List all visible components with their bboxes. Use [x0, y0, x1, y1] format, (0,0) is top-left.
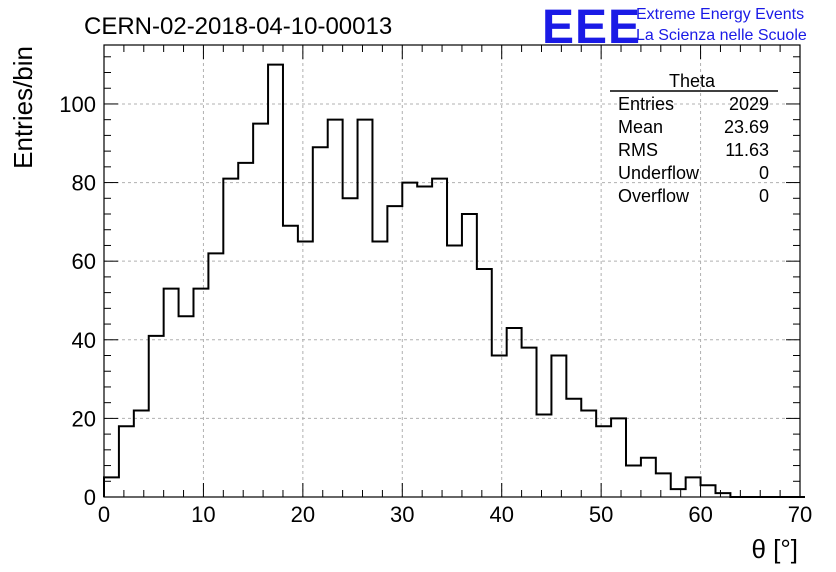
histogram-bin — [372, 242, 387, 497]
histogram-bin — [164, 289, 179, 497]
histogram-bin — [432, 179, 447, 497]
histogram-bin — [671, 489, 686, 497]
y-axis-label: Entries/bin — [8, 46, 38, 169]
histogram-bin — [701, 485, 716, 497]
histogram-bin — [238, 163, 253, 497]
y-tick-label: 100 — [59, 92, 96, 117]
histogram-bin — [268, 65, 283, 497]
histogram-outline — [103, 63, 805, 498]
histogram-bin — [283, 226, 298, 497]
stats-title: Theta — [669, 71, 716, 91]
histogram-bin — [313, 147, 328, 497]
histogram-bin — [626, 466, 641, 497]
stats-row-value: 11.63 — [725, 140, 769, 160]
y-tick-label: 20 — [72, 406, 96, 431]
x-tick-label: 70 — [788, 502, 812, 527]
histogram-bin — [193, 289, 208, 497]
stats-row-label: Entries — [618, 94, 674, 114]
histogram-bin — [566, 399, 581, 497]
y-tick-label: 0 — [84, 485, 96, 510]
x-tick-label: 40 — [489, 502, 513, 527]
histogram-bin — [447, 245, 462, 497]
stats-row-label: RMS — [618, 140, 658, 160]
stats-row-value: 23.69 — [724, 117, 769, 137]
histogram-bin — [417, 186, 432, 497]
histogram-bin — [134, 411, 149, 497]
stats-row-value: 0 — [759, 163, 769, 183]
histogram-bin — [343, 198, 358, 497]
histogram-bin — [492, 356, 507, 497]
stats-rows: Entries 2029 Mean 23.69 RMS 11.63 Underflow 0 Ov… — [618, 94, 769, 206]
stats-row-value: 2029 — [729, 94, 769, 114]
stats-row-label: Overflow — [618, 186, 690, 206]
x-tick-label: 60 — [688, 502, 712, 527]
histogram-bin — [581, 411, 596, 497]
histogram-bin — [522, 348, 537, 497]
y-tick-label: 60 — [72, 249, 96, 274]
histogram-bin — [462, 214, 477, 497]
histogram-bin — [179, 316, 194, 497]
histogram-bin — [537, 414, 552, 497]
histogram-bin — [402, 183, 417, 497]
histogram-bars — [103, 63, 805, 498]
histogram-bin — [208, 253, 223, 497]
histogram-bin — [686, 477, 701, 497]
histogram-bin — [551, 356, 566, 497]
x-tick-label: 0 — [98, 502, 110, 527]
axis-ticks — [103, 45, 801, 498]
histogram-bin — [253, 124, 268, 497]
histogram-bin — [641, 458, 656, 497]
x-tick-label: 20 — [291, 502, 315, 527]
histogram-bin — [611, 418, 626, 497]
histogram-bin — [358, 120, 373, 497]
y-tick-label: 80 — [72, 171, 96, 196]
histogram-bin — [119, 426, 134, 497]
x-axis-label: θ [°] — [751, 534, 798, 564]
histogram-bin — [104, 477, 119, 497]
x-tick-label: 30 — [390, 502, 414, 527]
grid — [104, 45, 800, 497]
histogram-bin — [387, 206, 402, 497]
stats-row-label: Mean — [618, 117, 663, 137]
stats-row-label: Underflow — [618, 163, 700, 183]
logo-line-1: Extreme Energy Events — [636, 6, 804, 23]
histogram-bin — [656, 473, 671, 497]
histogram-bin — [477, 269, 492, 497]
histogram-bin — [507, 328, 522, 497]
logo-line-2: La Scienza nelle Scuole — [636, 27, 807, 44]
plot-frame — [103, 44, 801, 498]
histogram-bin — [328, 120, 343, 497]
histogram-bin — [223, 179, 238, 497]
eee-logo: EEE Extreme Energy Events La Scienza nel… — [542, 1, 807, 54]
x-tick-label: 10 — [191, 502, 215, 527]
logo-mark: EEE — [542, 1, 641, 54]
stats-row-value: 0 — [759, 186, 769, 206]
tick-labels: 0 10 20 30 40 50 60 70 0 20 40 60 80 100 — [59, 92, 812, 527]
histogram-bin — [596, 426, 611, 497]
stats-box: Theta Entries 2029 Mean 23.69 RMS 11.63 Underf… — [610, 71, 778, 206]
histogram-bin — [298, 242, 313, 497]
histogram-bin — [149, 336, 164, 497]
chart-title: CERN-02-2018-04-10-00013 — [84, 13, 392, 40]
x-tick-label: 50 — [589, 502, 613, 527]
y-tick-label: 40 — [72, 328, 96, 353]
